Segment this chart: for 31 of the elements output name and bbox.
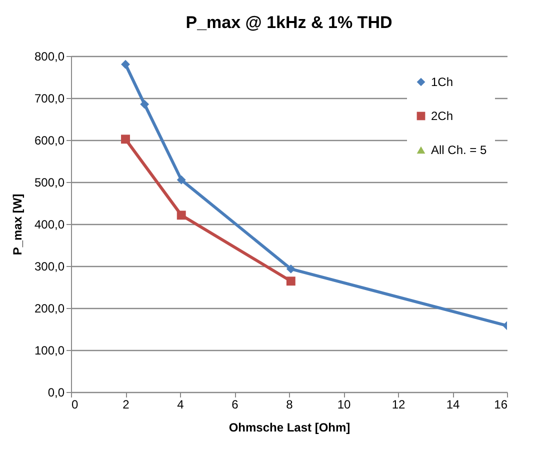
point xyxy=(176,210,186,220)
y-tick-label: 400,0 xyxy=(34,218,65,232)
x-tick-label: 10 xyxy=(337,398,351,412)
x-tick-label: 12 xyxy=(392,398,406,412)
y-tick-label: 0,0 xyxy=(48,386,65,400)
y-tick-label: 800,0 xyxy=(34,50,65,64)
chart-title: P_max @ 1kHz & 1% THD xyxy=(186,13,392,32)
y-tick-label: 100,0 xyxy=(34,344,65,358)
legend-label: 2Ch xyxy=(431,109,454,123)
y-axis-title: P_max [W] xyxy=(10,194,24,256)
y-tick-label: 500,0 xyxy=(34,176,65,190)
x-tick-label: 6 xyxy=(232,398,239,412)
y-tick-label: 600,0 xyxy=(34,134,65,148)
x-tick-label: 2 xyxy=(122,398,130,412)
x-tick-label: 8 xyxy=(286,398,294,412)
point xyxy=(176,175,186,184)
point xyxy=(121,134,130,144)
legend-label: All Ch. = 5 xyxy=(431,143,488,157)
legend-label: 1Ch xyxy=(431,75,454,89)
y-tick-label: 700,0 xyxy=(34,92,65,106)
x-tick-label: 4 xyxy=(177,398,184,412)
y-tick-label: 300,0 xyxy=(34,260,65,274)
point xyxy=(121,60,130,69)
x-tick-label: 16 xyxy=(494,398,508,412)
point xyxy=(286,264,296,274)
y-tick-label: 200,0 xyxy=(34,302,65,316)
point xyxy=(140,100,150,109)
x-axis-title: Ohmsche Last [Ohm] xyxy=(228,420,350,434)
point xyxy=(286,276,296,286)
x-tick-label: 0 xyxy=(72,398,78,412)
x-tick-label: 14 xyxy=(446,398,460,412)
